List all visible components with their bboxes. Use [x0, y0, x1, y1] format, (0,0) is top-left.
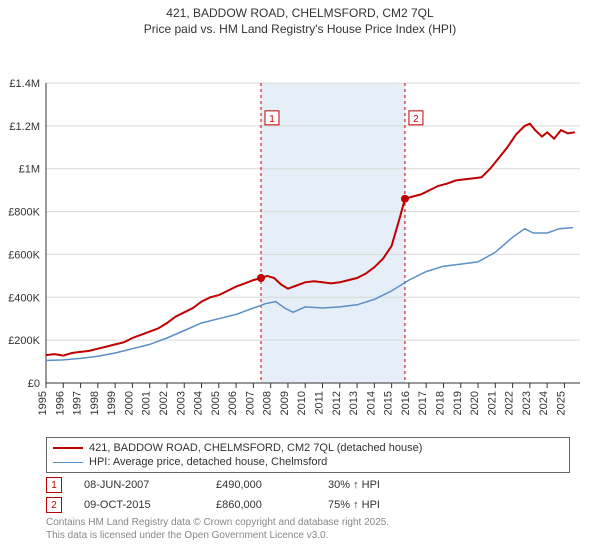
- x-tick-label: 2020: [469, 391, 481, 415]
- chart-area: £0 £200K £400K £600K £800K £1M £1.2M £1.4M 1995 1…: [0, 37, 600, 433]
- x-tick-label: 2018: [434, 391, 446, 415]
- attribution-footer: Contains HM Land Registry data © Crown c…: [46, 517, 570, 542]
- y-tick-label: £200K: [8, 335, 40, 347]
- legend-swatch: [53, 462, 83, 463]
- sale-date: 08-JUN-2007: [84, 479, 194, 491]
- x-tick-label: 2016: [400, 391, 412, 415]
- x-tick-label: 1996: [54, 391, 66, 415]
- legend-label: 421, BADDOW ROAD, CHELMSFORD, CM2 7QL (d…: [89, 442, 422, 454]
- x-tick-label: 2011: [314, 391, 326, 415]
- footer-line-1: Contains HM Land Registry data © Crown c…: [46, 517, 570, 530]
- legend-swatch: [53, 447, 83, 449]
- y-tick-label: £0: [28, 378, 40, 390]
- x-tick-label: 2009: [279, 391, 291, 415]
- title-line-2: Price paid vs. HM Land Registry's House …: [0, 22, 600, 38]
- x-tick-label: 1998: [89, 391, 101, 415]
- x-tick-label: 2006: [227, 391, 239, 415]
- sale-label-number: 2: [413, 114, 419, 125]
- shaded-span: [261, 83, 405, 383]
- sale-date: 09-OCT-2015: [84, 499, 194, 511]
- x-tick-label: 2025: [555, 391, 567, 415]
- y-tick-label: £400K: [8, 292, 40, 304]
- x-tick-label: 2005: [210, 391, 222, 415]
- x-tick-label: 2017: [417, 391, 429, 415]
- x-tick-label: 2023: [521, 391, 533, 415]
- x-tick-label: 2021: [486, 391, 498, 415]
- legend-label: HPI: Average price, detached house, Chel…: [89, 456, 327, 468]
- x-tick-label: 1995: [37, 391, 49, 415]
- chart-title: 421, BADDOW ROAD, CHELMSFORD, CM2 7QL Pr…: [0, 0, 600, 37]
- title-line-1: 421, BADDOW ROAD, CHELMSFORD, CM2 7QL: [0, 6, 600, 22]
- x-tick-label: 1997: [72, 391, 84, 415]
- sale-point-marker: [401, 195, 409, 203]
- x-tick-label: 2008: [262, 391, 274, 415]
- x-tick-label: 2001: [141, 391, 153, 415]
- x-tick-label: 2022: [504, 391, 516, 415]
- x-tick-label: 2004: [193, 391, 205, 415]
- x-tick-label: 2019: [452, 391, 464, 415]
- y-tick-label: £600K: [8, 250, 40, 262]
- y-tick-label: £1.4M: [9, 78, 40, 90]
- legend: 421, BADDOW ROAD, CHELMSFORD, CM2 7QL (d…: [46, 437, 570, 473]
- x-tick-label: 2024: [538, 391, 550, 415]
- sale-delta: 30% ↑ HPI: [328, 479, 380, 491]
- line-chart-svg: £0 £200K £400K £600K £800K £1M £1.2M £1.4M 1995 1…: [0, 37, 600, 433]
- sale-number-box: 2: [46, 497, 62, 513]
- x-tick-label: 2013: [348, 391, 360, 415]
- legend-item: 421, BADDOW ROAD, CHELMSFORD, CM2 7QL (d…: [53, 442, 563, 454]
- x-tick-label: 2012: [331, 391, 343, 415]
- sale-delta: 75% ↑ HPI: [328, 499, 380, 511]
- x-tick-label: 2014: [365, 391, 377, 415]
- x-tick-label: 2000: [123, 391, 135, 415]
- y-tick-label: £800K: [8, 207, 40, 219]
- sale-events-table: 1 08-JUN-2007 £490,000 30% ↑ HPI 2 09-OCT-201…: [46, 477, 570, 513]
- x-tick-label: 2015: [383, 391, 395, 415]
- sale-point-marker: [257, 274, 265, 282]
- sale-number-box: 1: [46, 477, 62, 493]
- x-tick-label: 2002: [158, 391, 170, 415]
- sale-price: £490,000: [216, 479, 306, 491]
- footer-line-2: This data is licensed under the Open Gov…: [46, 530, 570, 543]
- x-tick-label: 1999: [106, 391, 118, 415]
- y-tick-label: £1M: [19, 164, 40, 176]
- legend-item: HPI: Average price, detached house, Chel…: [53, 456, 563, 468]
- x-tick-label: 2003: [175, 391, 187, 415]
- y-tick-label: £1.2M: [9, 121, 40, 133]
- x-tick-label: 2010: [296, 391, 308, 415]
- sale-row: 1 08-JUN-2007 £490,000 30% ↑ HPI: [46, 477, 570, 493]
- sale-label-number: 1: [269, 114, 275, 125]
- sale-price: £860,000: [216, 499, 306, 511]
- x-tick-label: 2007: [244, 391, 256, 415]
- sale-row: 2 09-OCT-2015 £860,000 75% ↑ HPI: [46, 497, 570, 513]
